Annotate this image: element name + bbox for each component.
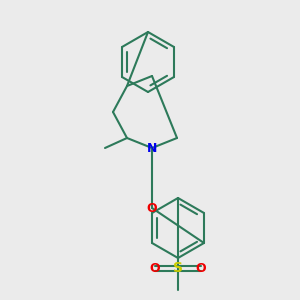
Text: N: N: [147, 142, 157, 154]
Text: O: O: [196, 262, 206, 275]
Text: O: O: [150, 262, 160, 275]
Text: O: O: [147, 202, 157, 214]
Text: S: S: [173, 261, 183, 275]
